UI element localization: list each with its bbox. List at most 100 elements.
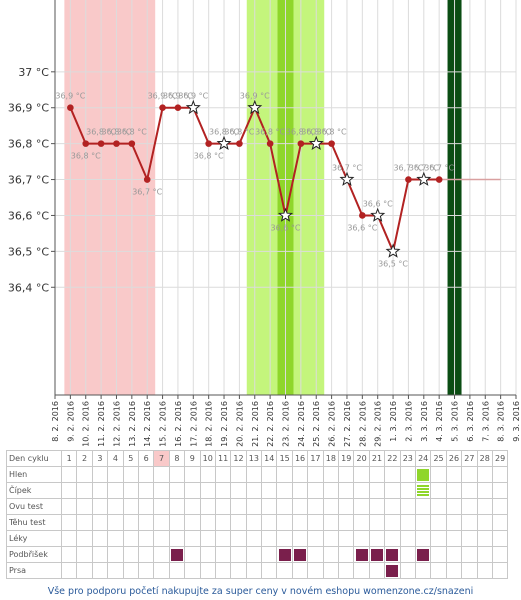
- x-tick-label: 20. 2. 2016: [235, 401, 244, 447]
- day-number: 17: [307, 450, 324, 467]
- footer-promo-link[interactable]: Vše pro podporu početí nakupujte za supe…: [47, 586, 474, 597]
- table-cell: [307, 466, 324, 483]
- day-number: 18: [322, 450, 340, 467]
- table-cell: [230, 466, 247, 483]
- table-cell: [261, 530, 278, 547]
- table-cell: [491, 498, 509, 515]
- y-tick-label: 36,6 °C: [8, 209, 49, 222]
- data-label: 36,9 °C: [163, 92, 193, 101]
- table-cell: [153, 514, 170, 531]
- day-number: 7: [153, 450, 170, 467]
- symptom-marker[interactable]: [417, 548, 430, 561]
- table-cell: [353, 482, 370, 499]
- table-cell: [322, 530, 340, 547]
- x-tick-label: 2. 3. 2016: [404, 401, 413, 442]
- table-cell: [476, 562, 493, 579]
- table-cell: [137, 514, 155, 531]
- table-cell: [338, 498, 355, 515]
- table-cell: [137, 498, 155, 515]
- day-number: 12: [230, 450, 247, 467]
- table-cell: [384, 466, 401, 483]
- day-number: 26: [445, 450, 463, 467]
- table-cell: [91, 498, 109, 515]
- symptom-marker[interactable]: [294, 548, 307, 561]
- table-cell: [322, 466, 340, 483]
- table-cell: [430, 482, 447, 499]
- table-cell: [291, 482, 309, 499]
- table-cell: [414, 546, 432, 563]
- table-cell: [91, 482, 109, 499]
- day-number: 13: [245, 450, 263, 467]
- table-cell: [322, 482, 340, 499]
- table-cell: [353, 466, 370, 483]
- day-number: 15: [276, 450, 293, 467]
- data-point: [67, 104, 74, 112]
- x-tick-label: 13. 2. 2016: [128, 401, 137, 447]
- table-cell: [461, 546, 478, 563]
- table-row: Podbřišek: [6, 546, 509, 563]
- star-point: [185, 99, 201, 115]
- table-cell: [107, 514, 124, 531]
- table-cell: [91, 562, 109, 579]
- table-cell: [338, 514, 355, 531]
- table-cell: [245, 546, 263, 563]
- table-cell: [107, 530, 124, 547]
- table-cell: [445, 498, 463, 515]
- x-tick-label: 4. 3. 2016: [435, 401, 444, 442]
- symptom-marker[interactable]: [417, 468, 430, 481]
- symptom-marker[interactable]: [417, 484, 430, 497]
- table-cell: [76, 514, 93, 531]
- symptom-marker[interactable]: [278, 548, 291, 561]
- table-cell: [60, 546, 78, 563]
- table-cell: [276, 514, 293, 531]
- table-cell: [199, 530, 216, 547]
- symptom-marker[interactable]: [170, 548, 183, 561]
- table-cell: [261, 546, 278, 563]
- symptom-marker[interactable]: [371, 548, 383, 561]
- table-cell: [445, 514, 463, 531]
- symptom-marker[interactable]: [386, 564, 399, 577]
- symptom-marker[interactable]: [386, 548, 399, 561]
- table-cell: [399, 530, 416, 547]
- y-tick-label: 37 °C: [18, 66, 49, 79]
- day-number: 22: [384, 450, 401, 467]
- table-cell: [414, 562, 432, 579]
- row-label: Čípek: [6, 482, 62, 499]
- table-cell: [291, 466, 309, 483]
- row-label: Podbřišek: [6, 546, 62, 563]
- data-label: 36,9 °C: [148, 92, 178, 101]
- table-cell: [476, 530, 493, 547]
- data-point: [143, 176, 151, 183]
- chart-bands: [64, 0, 462, 395]
- table-cell: [245, 498, 263, 515]
- table-cell: [60, 466, 78, 483]
- table-cell: [153, 546, 170, 563]
- x-tick-label: 26. 2. 2016: [328, 401, 337, 447]
- table-cell: [168, 514, 186, 531]
- data-label: 36,7 °C: [409, 164, 439, 173]
- y-tick-label: 36,5 °C: [8, 245, 49, 258]
- symptom-marker[interactable]: [355, 548, 368, 561]
- table-cell: [430, 546, 447, 563]
- data-point: [205, 140, 212, 147]
- table-cell: [461, 498, 478, 515]
- table-cell: [445, 546, 463, 563]
- day-number: 23: [399, 450, 416, 467]
- table-cell: [199, 498, 216, 515]
- day-number: 28: [476, 450, 493, 467]
- day-number: 3: [91, 450, 109, 467]
- data-label: 36,9 °C: [240, 92, 270, 101]
- table-cell: [168, 530, 186, 547]
- table-cell: [153, 562, 170, 579]
- table-cell: [384, 482, 401, 499]
- table-cell: [107, 546, 124, 563]
- table-cell: [76, 546, 93, 563]
- table-cell: [245, 514, 263, 531]
- table-cell: [461, 482, 478, 499]
- table-cell: [184, 466, 201, 483]
- table-cell: [153, 498, 170, 515]
- data-label: 36,7 °C: [132, 188, 162, 197]
- data-label: 36,6 °C: [271, 223, 301, 232]
- x-tick-label: 25. 2. 2016: [312, 401, 321, 447]
- table-cell: [476, 498, 493, 515]
